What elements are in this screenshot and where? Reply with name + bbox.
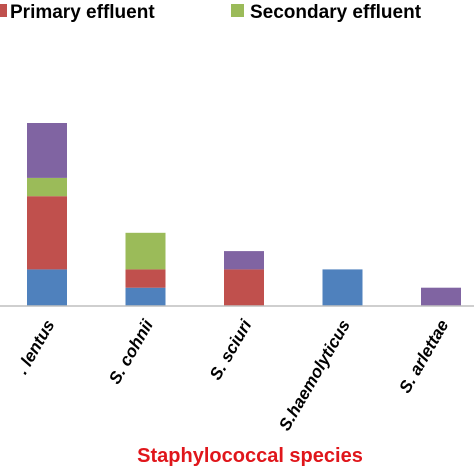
- bar-segment-2-3: [125, 232, 166, 270]
- bar-segment-2-2: [125, 269, 166, 288]
- bar-segment-1-2: [27, 196, 67, 270]
- legend: Primary effluent Secondary effluent: [0, 2, 422, 23]
- legend-label: Primary effluent: [10, 2, 155, 23]
- category-label: . lentus: [12, 317, 58, 378]
- bar-segment-4-1: [322, 269, 363, 306]
- category-label: S.haemolyticus: [275, 317, 354, 435]
- category-labels: . lentus S. cohnii S. sciuri S.haemolyticus…: [12, 315, 452, 435]
- bars: [27, 123, 461, 306]
- bar-segment-5-4: [421, 287, 461, 306]
- legend-swatch: [0, 4, 7, 17]
- category-label: S. sciuri: [206, 315, 256, 383]
- bar-segment-3-2: [224, 269, 264, 306]
- legend-label: Secondary effluent: [250, 2, 422, 23]
- bar-segment-1-3: [27, 177, 67, 197]
- bar-segment-1-4: [27, 123, 67, 178]
- bar-segment-2-1: [125, 287, 166, 306]
- bar-segment-1-1: [27, 269, 67, 306]
- legend-swatch: [231, 4, 244, 17]
- category-label: S. cohnii: [105, 315, 158, 387]
- category-label: S. arlettae: [395, 317, 452, 397]
- x-axis-title: Staphylococcal species: [137, 445, 363, 467]
- bar-segment-3-4: [224, 251, 264, 270]
